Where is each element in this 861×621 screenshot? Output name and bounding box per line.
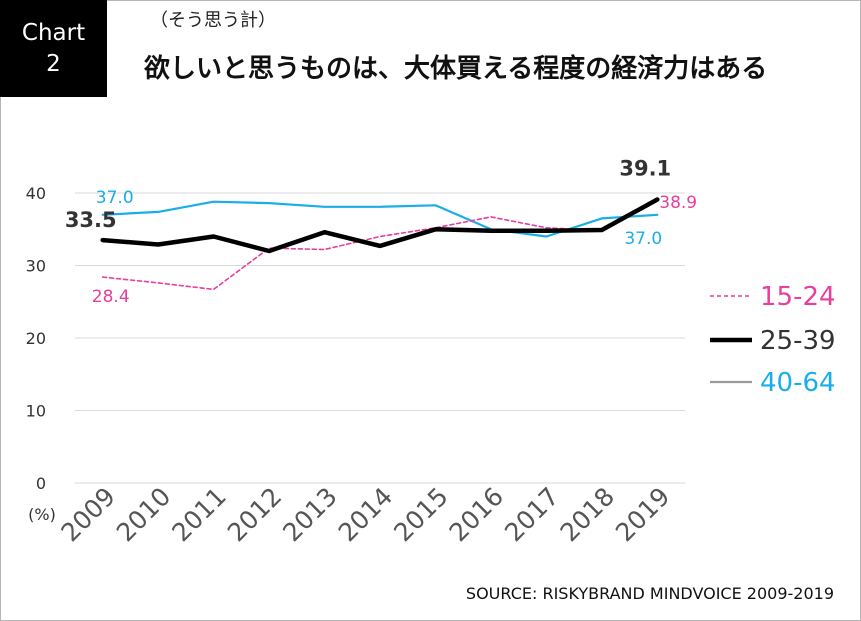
data-label-15-24: 28.4 xyxy=(92,287,130,307)
x-tick-label: 2016 xyxy=(444,482,509,547)
series-line-25-39 xyxy=(100,197,660,254)
y-tick-label: 20 xyxy=(26,329,46,348)
series-line-15-24 xyxy=(101,200,659,291)
data-label-25-39: 33.5 xyxy=(65,208,117,232)
y-tick-label: 30 xyxy=(26,257,46,276)
chart-subtitle: （そう思う計） xyxy=(150,10,276,31)
data-label-25-39: 39.1 xyxy=(619,157,671,181)
data-label-40-64: 37.0 xyxy=(96,188,134,208)
y-tick-label: 10 xyxy=(26,402,46,421)
y-unit-label: (%) xyxy=(28,505,56,524)
x-tick-label: 2019 xyxy=(610,482,675,547)
badge-label: Chart xyxy=(21,19,86,46)
legend-label-15-24: 15-24 xyxy=(760,282,836,312)
x-tick-label: 2009 xyxy=(55,482,120,547)
badge-number: 2 xyxy=(46,50,61,77)
data-label-40-64: 37.0 xyxy=(624,229,662,249)
x-tick-label: 2013 xyxy=(277,482,342,547)
x-tick-label: 2010 xyxy=(111,482,176,547)
source-note: SOURCE: RISKYBRAND MINDVOICE 2009-2019 xyxy=(465,584,834,603)
data-label-15-24: 38.9 xyxy=(659,193,697,213)
chart-number-badge: Chart 2 xyxy=(0,0,107,97)
x-tick-label: 2014 xyxy=(333,482,398,547)
y-tick-label: 0 xyxy=(36,474,46,493)
legend-label-40-64: 40-64 xyxy=(760,368,836,398)
x-tick-label: 2017 xyxy=(499,482,564,547)
legend-label-25-39: 25-39 xyxy=(760,326,836,356)
y-tick-label: 40 xyxy=(26,184,46,203)
x-tick-label: 2011 xyxy=(166,482,231,547)
x-tick-label: 2015 xyxy=(388,482,453,547)
chart-title: 欲しいと思うものは、大体買える程度の経済力はある xyxy=(144,54,768,84)
x-tick-label: 2018 xyxy=(555,482,620,547)
x-tick-label: 2012 xyxy=(222,482,287,547)
